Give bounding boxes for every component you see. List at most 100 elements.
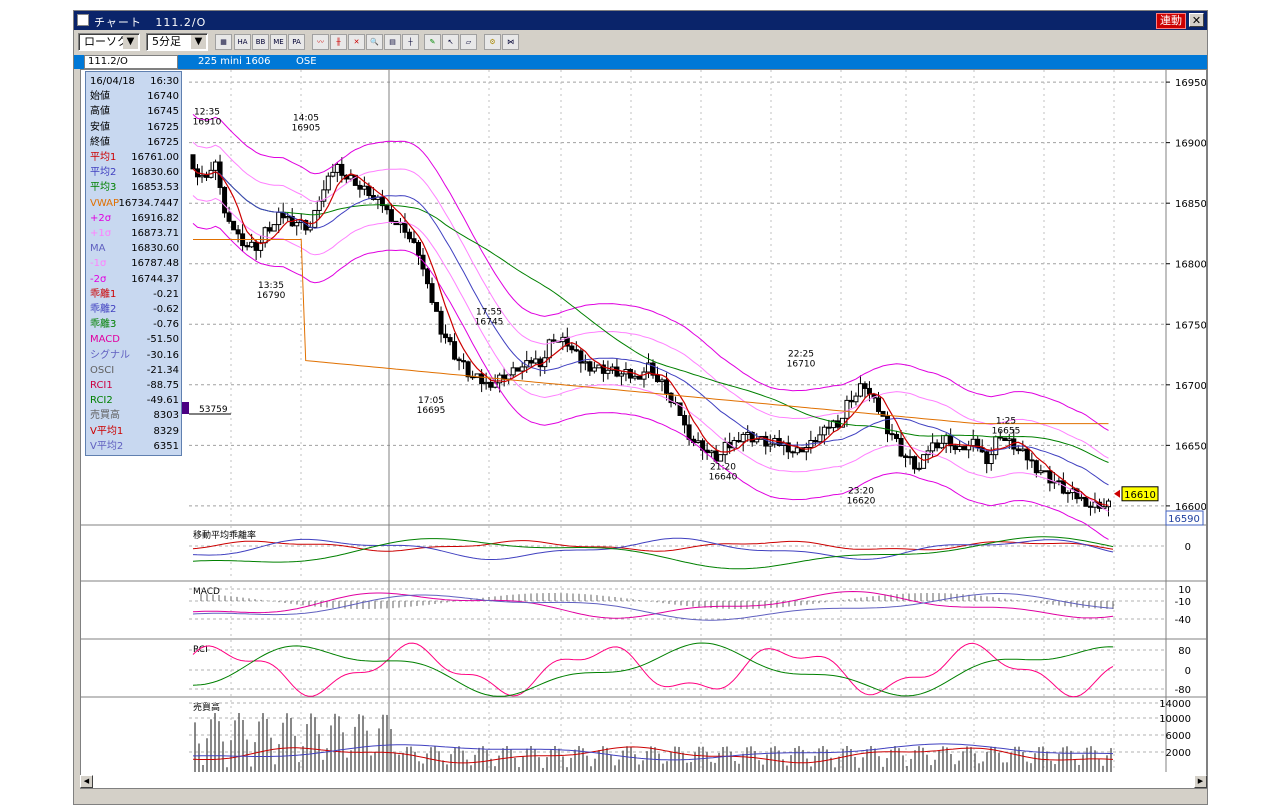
tool-button-pa[interactable]: PA — [288, 34, 305, 50]
info-label: 終値 — [90, 136, 110, 148]
candle-body — [817, 434, 823, 443]
candle-body — [912, 456, 918, 470]
candle-body — [664, 379, 670, 394]
pen-icon[interactable]: ✎ — [424, 34, 441, 50]
info-panel: 16/04/18 16:30 始値 16740 高値 16745 安値 16725 終値 1672… — [85, 71, 182, 456]
line-chart-icon[interactable]: 〰 — [312, 34, 329, 50]
tool-button-bb[interactable]: BB — [252, 34, 269, 50]
info-row: 平均3 16853.53 — [88, 180, 180, 195]
tool-button-me[interactable]: ME — [270, 34, 287, 50]
candle-body — [271, 224, 277, 232]
grid-tool-icon[interactable]: ▤ — [384, 34, 401, 50]
info-row: -2σ 16744.37 — [88, 272, 180, 287]
rci-tick-label: 0 — [1185, 666, 1191, 677]
info-label: RCI2 — [90, 395, 113, 407]
info-value: 16830.60 — [131, 243, 179, 255]
chevron-down-icon: ▼ — [123, 35, 138, 49]
candle-body — [709, 450, 715, 454]
candle-body — [222, 186, 228, 214]
chart-svg[interactable]: 16950 16900 16850 16800 16750 16700 16650 16600… — [81, 70, 1206, 776]
info-label: 安値 — [90, 121, 110, 133]
candle-body — [226, 212, 232, 222]
candle-body — [821, 426, 827, 436]
info-row: +1σ 16873.71 — [88, 226, 180, 241]
candle-body — [682, 414, 688, 426]
chart-type-dropdown[interactable]: ローソク ▼ — [78, 33, 140, 51]
pointer-icon[interactable]: ↖ — [442, 34, 459, 50]
macd-line — [192, 590, 1114, 619]
info-row: 平均1 16761.00 — [88, 150, 180, 165]
candle-body — [1056, 480, 1062, 483]
zoom-icon[interactable]: 🔍 — [366, 34, 383, 50]
info-value: 16740 — [147, 91, 179, 103]
crosshair-icon[interactable]: ┼ — [402, 34, 419, 50]
info-value: 16853.53 — [131, 182, 179, 194]
link-button[interactable]: 連動 — [1156, 13, 1186, 29]
info-row: 終値 16725 — [88, 135, 180, 150]
interval-value: 5分足 — [152, 35, 181, 48]
horizontal-scrollbar[interactable]: ◀ ▶ — [80, 775, 1207, 788]
close-button[interactable]: ✕ — [1189, 13, 1204, 27]
scroll-right-button[interactable]: ▶ — [1194, 775, 1207, 788]
candle-body — [907, 456, 913, 459]
candle-body — [1042, 470, 1048, 473]
info-row: MA 16830.60 — [88, 241, 180, 256]
rci-2-line — [192, 642, 1114, 697]
fibonacci-icon[interactable]: ⋈ — [502, 34, 519, 50]
candle-body — [655, 374, 661, 383]
candle-body — [339, 163, 345, 176]
candle-body — [578, 350, 584, 364]
candle-body — [862, 383, 868, 389]
settings-gear-icon[interactable]: ⚙ — [484, 34, 501, 50]
candle-body — [984, 451, 990, 465]
settings-grid-icon[interactable]: ▦ — [215, 34, 232, 50]
candle-body — [316, 200, 322, 211]
bollinger-upper1-line — [192, 141, 1109, 459]
rci-panel-title: RCI — [193, 645, 208, 655]
candle-body — [483, 381, 489, 385]
candle-body — [961, 446, 967, 451]
candle-body — [853, 395, 859, 403]
annotation-price: 16640 — [709, 472, 738, 482]
candle-body — [677, 402, 683, 416]
candle-body — [1020, 448, 1026, 452]
info-row: 平均2 16830.60 — [88, 165, 180, 180]
candle-body — [321, 189, 327, 202]
interval-dropdown[interactable]: 5分足 ▼ — [146, 33, 208, 51]
info-row: -1σ 16787.48 — [88, 256, 180, 271]
candle-body — [1060, 480, 1066, 494]
scroll-left-button[interactable]: ◀ — [80, 775, 93, 788]
info-label: 始値 — [90, 91, 110, 103]
candle-body — [420, 254, 426, 270]
candle-body — [434, 301, 440, 312]
candle-tool-icon[interactable]: ╫ — [330, 34, 347, 50]
chart-area[interactable]: 16950 16900 16850 16800 16750 16700 16650 16600… — [80, 69, 1207, 789]
candle-body — [474, 373, 480, 379]
candle-body — [1038, 470, 1044, 474]
candle-body — [600, 364, 606, 374]
title-bar: チャート 111.2/O 連動 ✕ — [74, 11, 1207, 30]
candle-body — [844, 399, 850, 419]
chart-window: チャート 111.2/O 連動 ✕ ローソク ▼ 5分足 ▼ ▦ HA BB M… — [73, 10, 1208, 805]
indicator-tool-icon[interactable]: ✕ — [348, 34, 365, 50]
info-label: 乖離1 — [90, 288, 117, 300]
current-price-box — [1121, 486, 1159, 502]
eraser-icon[interactable]: ▱ — [460, 34, 477, 50]
info-value: 16916.82 — [131, 212, 179, 224]
annotation-price: 16710 — [787, 360, 816, 370]
info-value: -0.62 — [153, 304, 179, 315]
candle-body — [528, 360, 534, 364]
volume-marker-label: 53759 — [199, 405, 228, 415]
info-label: 乖離2 — [90, 304, 117, 315]
symbol-code-input[interactable]: 111.2/O — [84, 55, 178, 69]
info-value: 16:30 — [150, 76, 179, 87]
volume-tick-label: 10000 — [1159, 714, 1191, 725]
info-row: 16/04/18 16:30 — [88, 74, 180, 89]
cursor-price-box — [1165, 510, 1204, 526]
annotation-time: 13:35 — [258, 281, 284, 291]
info-value: -30.16 — [146, 349, 179, 361]
tool-button-ha[interactable]: HA — [234, 34, 251, 50]
candle-body — [397, 222, 403, 226]
candle-body — [754, 438, 760, 443]
kairi-tick-label: 0 — [1185, 542, 1191, 553]
